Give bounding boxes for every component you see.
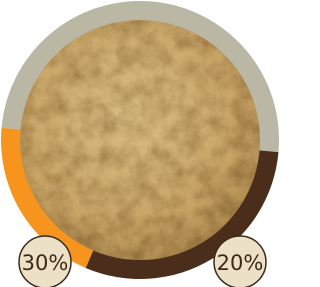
value-label: 30%	[22, 251, 69, 275]
sand-image	[20, 20, 260, 260]
chart: 30% 20%	[0, 0, 279, 287]
value-label: 20%	[217, 251, 264, 275]
